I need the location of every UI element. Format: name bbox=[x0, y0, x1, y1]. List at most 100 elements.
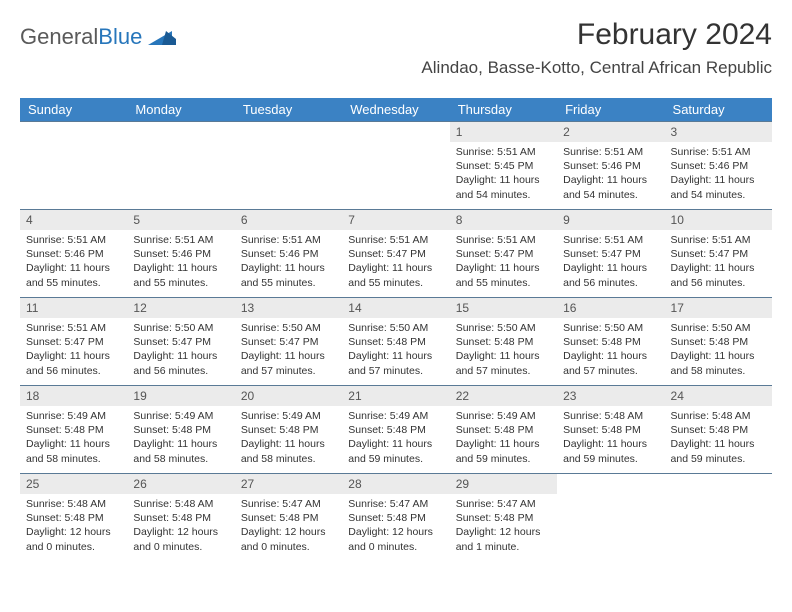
daylight2-text: and 58 minutes. bbox=[241, 452, 336, 466]
sunset-text: Sunset: 5:48 PM bbox=[241, 511, 336, 525]
sunset-text: Sunset: 5:47 PM bbox=[26, 335, 121, 349]
logo-text: GeneralBlue bbox=[20, 24, 142, 50]
daylight2-text: and 57 minutes. bbox=[241, 364, 336, 378]
day-info: Sunrise: 5:51 AMSunset: 5:46 PMDaylight:… bbox=[557, 142, 664, 205]
title-block: February 2024 Alindao, Basse-Kotto, Cent… bbox=[421, 18, 772, 78]
sunset-text: Sunset: 5:48 PM bbox=[563, 335, 658, 349]
sunset-text: Sunset: 5:48 PM bbox=[671, 423, 766, 437]
daylight2-text: and 0 minutes. bbox=[241, 540, 336, 554]
sunrise-text: Sunrise: 5:51 AM bbox=[26, 321, 121, 335]
sunrise-text: Sunrise: 5:48 AM bbox=[671, 409, 766, 423]
sunrise-text: Sunrise: 5:50 AM bbox=[456, 321, 551, 335]
daylight1-text: Daylight: 11 hours bbox=[671, 261, 766, 275]
daylight1-text: Daylight: 12 hours bbox=[133, 525, 228, 539]
day-info: Sunrise: 5:48 AMSunset: 5:48 PMDaylight:… bbox=[557, 406, 664, 469]
daylight2-text: and 57 minutes. bbox=[348, 364, 443, 378]
daylight1-text: Daylight: 12 hours bbox=[26, 525, 121, 539]
sunrise-text: Sunrise: 5:51 AM bbox=[456, 145, 551, 159]
sunrise-text: Sunrise: 5:51 AM bbox=[563, 145, 658, 159]
day-cell: 13Sunrise: 5:50 AMSunset: 5:47 PMDayligh… bbox=[235, 298, 342, 386]
logo-mark-icon bbox=[148, 27, 176, 47]
day-number: 19 bbox=[127, 386, 234, 406]
sunrise-text: Sunrise: 5:47 AM bbox=[456, 497, 551, 511]
day-cell bbox=[342, 122, 449, 210]
daylight1-text: Daylight: 11 hours bbox=[563, 349, 658, 363]
day-number: 14 bbox=[342, 298, 449, 318]
daylight1-text: Daylight: 11 hours bbox=[26, 349, 121, 363]
daylight1-text: Daylight: 12 hours bbox=[348, 525, 443, 539]
day-number: 20 bbox=[235, 386, 342, 406]
daylight2-text: and 59 minutes. bbox=[348, 452, 443, 466]
day-cell: 14Sunrise: 5:50 AMSunset: 5:48 PMDayligh… bbox=[342, 298, 449, 386]
daylight1-text: Daylight: 11 hours bbox=[456, 173, 551, 187]
daylight1-text: Daylight: 11 hours bbox=[671, 349, 766, 363]
daylight1-text: Daylight: 11 hours bbox=[348, 349, 443, 363]
day-number: 3 bbox=[665, 122, 772, 142]
sunrise-text: Sunrise: 5:49 AM bbox=[348, 409, 443, 423]
day-cell: 19Sunrise: 5:49 AMSunset: 5:48 PMDayligh… bbox=[127, 386, 234, 474]
header: GeneralBlue February 2024 Alindao, Basse… bbox=[20, 18, 772, 78]
sunset-text: Sunset: 5:45 PM bbox=[456, 159, 551, 173]
sunrise-text: Sunrise: 5:51 AM bbox=[133, 233, 228, 247]
sunrise-text: Sunrise: 5:51 AM bbox=[348, 233, 443, 247]
day-info: Sunrise: 5:49 AMSunset: 5:48 PMDaylight:… bbox=[127, 406, 234, 469]
day-info: Sunrise: 5:48 AMSunset: 5:48 PMDaylight:… bbox=[665, 406, 772, 469]
day-cell: 21Sunrise: 5:49 AMSunset: 5:48 PMDayligh… bbox=[342, 386, 449, 474]
day-cell: 16Sunrise: 5:50 AMSunset: 5:48 PMDayligh… bbox=[557, 298, 664, 386]
day-cell bbox=[557, 474, 664, 562]
sunset-text: Sunset: 5:48 PM bbox=[348, 511, 443, 525]
daylight1-text: Daylight: 11 hours bbox=[563, 173, 658, 187]
calendar-table: Sunday Monday Tuesday Wednesday Thursday… bbox=[20, 98, 772, 562]
sunrise-text: Sunrise: 5:48 AM bbox=[133, 497, 228, 511]
day-info: Sunrise: 5:51 AMSunset: 5:46 PMDaylight:… bbox=[235, 230, 342, 293]
daylight1-text: Daylight: 11 hours bbox=[671, 437, 766, 451]
day-info: Sunrise: 5:50 AMSunset: 5:47 PMDaylight:… bbox=[127, 318, 234, 381]
sunrise-text: Sunrise: 5:51 AM bbox=[671, 145, 766, 159]
daylight2-text: and 58 minutes. bbox=[133, 452, 228, 466]
daylight2-text: and 0 minutes. bbox=[348, 540, 443, 554]
daylight1-text: Daylight: 11 hours bbox=[348, 261, 443, 275]
daylight1-text: Daylight: 11 hours bbox=[348, 437, 443, 451]
daylight2-text: and 59 minutes. bbox=[671, 452, 766, 466]
day-cell: 25Sunrise: 5:48 AMSunset: 5:48 PMDayligh… bbox=[20, 474, 127, 562]
day-number: 7 bbox=[342, 210, 449, 230]
day-number: 26 bbox=[127, 474, 234, 494]
weekday-header: Saturday bbox=[665, 98, 772, 122]
sunrise-text: Sunrise: 5:48 AM bbox=[26, 497, 121, 511]
day-number: 21 bbox=[342, 386, 449, 406]
day-info: Sunrise: 5:51 AMSunset: 5:47 PMDaylight:… bbox=[557, 230, 664, 293]
day-info: Sunrise: 5:51 AMSunset: 5:46 PMDaylight:… bbox=[127, 230, 234, 293]
sunset-text: Sunset: 5:48 PM bbox=[133, 423, 228, 437]
sunrise-text: Sunrise: 5:51 AM bbox=[26, 233, 121, 247]
day-cell bbox=[20, 122, 127, 210]
month-title: February 2024 bbox=[421, 18, 772, 52]
weekday-header-row: Sunday Monday Tuesday Wednesday Thursday… bbox=[20, 98, 772, 122]
daylight1-text: Daylight: 11 hours bbox=[133, 261, 228, 275]
day-info: Sunrise: 5:47 AMSunset: 5:48 PMDaylight:… bbox=[235, 494, 342, 557]
day-cell: 15Sunrise: 5:50 AMSunset: 5:48 PMDayligh… bbox=[450, 298, 557, 386]
day-info: Sunrise: 5:51 AMSunset: 5:47 PMDaylight:… bbox=[665, 230, 772, 293]
day-number: 17 bbox=[665, 298, 772, 318]
daylight1-text: Daylight: 11 hours bbox=[241, 261, 336, 275]
logo: GeneralBlue bbox=[20, 24, 176, 50]
day-cell: 26Sunrise: 5:48 AMSunset: 5:48 PMDayligh… bbox=[127, 474, 234, 562]
daylight2-text: and 57 minutes. bbox=[456, 364, 551, 378]
day-info: Sunrise: 5:50 AMSunset: 5:48 PMDaylight:… bbox=[557, 318, 664, 381]
sunset-text: Sunset: 5:47 PM bbox=[348, 247, 443, 261]
daylight2-text: and 55 minutes. bbox=[456, 276, 551, 290]
sunset-text: Sunset: 5:47 PM bbox=[671, 247, 766, 261]
day-cell: 7 Sunrise: 5:51 AMSunset: 5:47 PMDaylight… bbox=[342, 210, 449, 298]
week-row: 4Sunrise: 5:51 AMSunset: 5:46 PMDaylight… bbox=[20, 210, 772, 298]
day-cell: 9Sunrise: 5:51 AMSunset: 5:47 PMDaylight… bbox=[557, 210, 664, 298]
day-info: Sunrise: 5:50 AMSunset: 5:48 PMDaylight:… bbox=[342, 318, 449, 381]
daylight2-text: and 59 minutes. bbox=[456, 452, 551, 466]
day-cell: 11Sunrise: 5:51 AMSunset: 5:47 PMDayligh… bbox=[20, 298, 127, 386]
sunrise-text: Sunrise: 5:49 AM bbox=[241, 409, 336, 423]
daylight1-text: Daylight: 11 hours bbox=[241, 437, 336, 451]
day-number: 25 bbox=[20, 474, 127, 494]
sunrise-text: Sunrise: 5:50 AM bbox=[241, 321, 336, 335]
day-number: 1 bbox=[450, 122, 557, 142]
day-info: Sunrise: 5:50 AMSunset: 5:48 PMDaylight:… bbox=[665, 318, 772, 381]
logo-text-2: Blue bbox=[98, 24, 142, 49]
sunset-text: Sunset: 5:46 PM bbox=[241, 247, 336, 261]
